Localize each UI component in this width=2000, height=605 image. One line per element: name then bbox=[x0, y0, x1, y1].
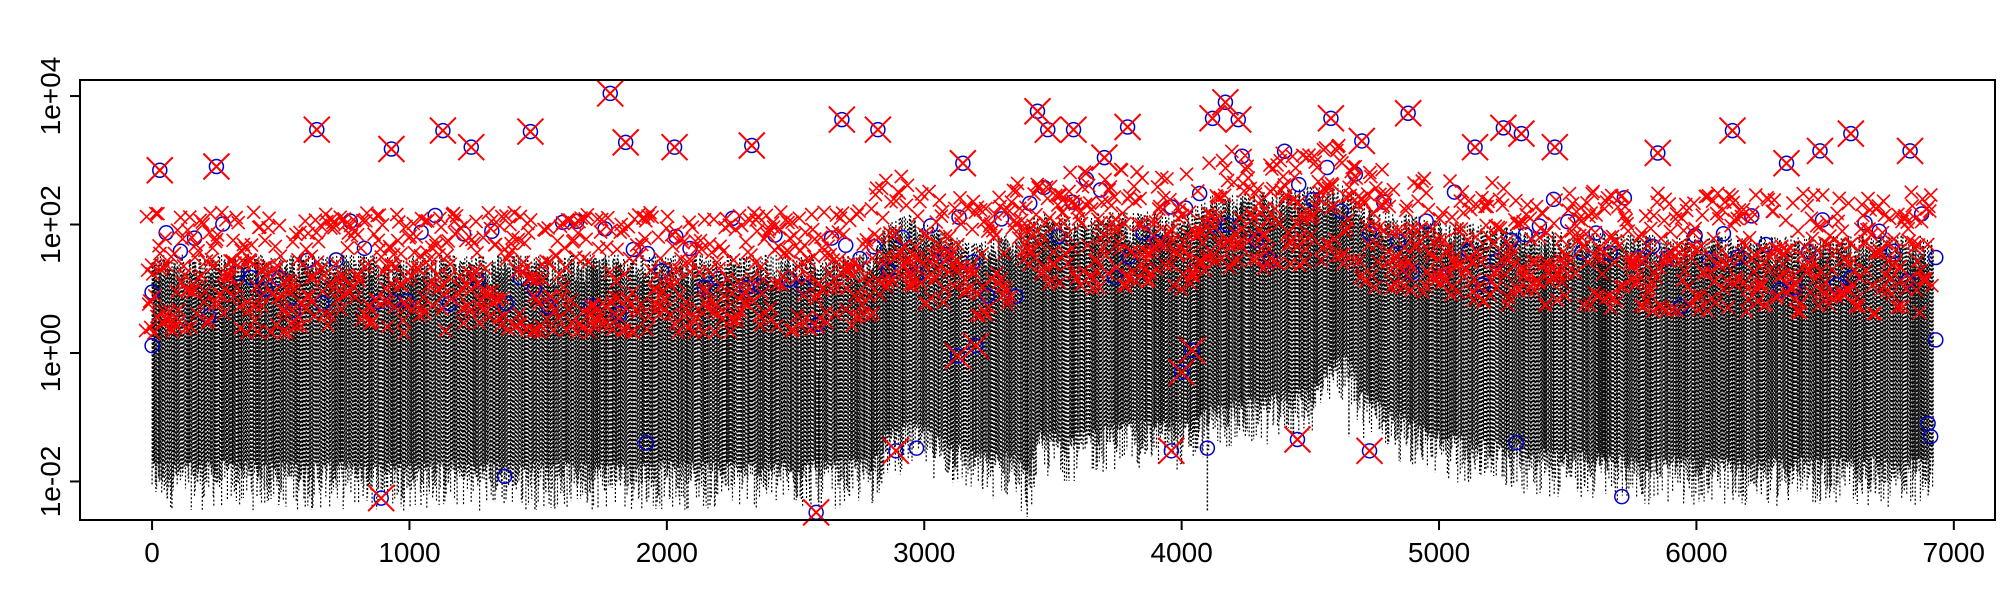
data-point-cross bbox=[1225, 107, 1251, 133]
data-point-cross bbox=[613, 129, 639, 155]
data-point-cross bbox=[1284, 427, 1310, 453]
data-point-cross bbox=[430, 118, 456, 144]
data-point-cross bbox=[1508, 121, 1534, 147]
y-tick-label: 1e-02 bbox=[35, 446, 66, 518]
data-point-cross bbox=[829, 107, 855, 133]
data-point-cross bbox=[1158, 438, 1184, 464]
data-point-cross bbox=[147, 157, 173, 183]
data-point-circle bbox=[839, 238, 853, 252]
x-tick-label: 1000 bbox=[378, 537, 440, 568]
x-tick-label: 5000 bbox=[1408, 537, 1470, 568]
y-tick-label: 1e+04 bbox=[35, 57, 66, 136]
x-tick-label: 7000 bbox=[1923, 537, 1985, 568]
data-point-circle bbox=[1447, 185, 1461, 199]
data-point-cross bbox=[1462, 134, 1488, 160]
data-point-cross bbox=[1719, 118, 1745, 144]
data-point-cross bbox=[739, 132, 765, 158]
data-point-cross bbox=[1897, 138, 1923, 164]
series-layer bbox=[139, 80, 1943, 525]
x-tick-label: 4000 bbox=[1150, 537, 1212, 568]
data-point-cross bbox=[1357, 438, 1383, 464]
data-point-cross bbox=[1091, 145, 1117, 171]
x-tick-label: 3000 bbox=[893, 537, 955, 568]
data-point-cross bbox=[950, 150, 976, 176]
data-point-cross bbox=[304, 117, 330, 143]
data-point-cross bbox=[1807, 138, 1833, 164]
data-point-circle bbox=[173, 244, 187, 258]
data-point-cross bbox=[378, 136, 404, 162]
data-point-cross bbox=[1774, 150, 1800, 176]
data-point-cross bbox=[883, 438, 909, 464]
data-point-cross bbox=[1490, 115, 1516, 141]
data-point-cross bbox=[662, 134, 688, 160]
data-point-cross bbox=[1395, 100, 1421, 126]
x-tick-label: 0 bbox=[144, 537, 160, 568]
x-tick-label: 2000 bbox=[636, 537, 698, 568]
data-point-circle bbox=[1547, 192, 1561, 206]
data-point-cross bbox=[1061, 117, 1087, 143]
data-point-circle bbox=[1615, 490, 1629, 504]
data-point-cross bbox=[1200, 105, 1226, 131]
data-point-cross bbox=[458, 134, 484, 160]
data-point-cross bbox=[597, 80, 623, 106]
data-point-cross bbox=[1318, 105, 1344, 131]
y-tick-label: 1e+02 bbox=[35, 185, 66, 264]
y-tick-label: 1e+00 bbox=[35, 314, 66, 393]
data-point-circle bbox=[1929, 333, 1943, 347]
data-point-cross bbox=[803, 499, 829, 525]
data-point-cross bbox=[1542, 134, 1568, 160]
data-point-cross bbox=[517, 119, 543, 145]
data-point-circle bbox=[1292, 178, 1306, 192]
data-point-cross bbox=[1115, 114, 1141, 140]
data-point-cross bbox=[1645, 140, 1671, 166]
data-point-cross bbox=[1838, 121, 1864, 147]
data-point-cross bbox=[865, 117, 891, 143]
data-point-cross bbox=[1349, 128, 1375, 154]
x-tick-label: 6000 bbox=[1665, 537, 1727, 568]
data-point-cross bbox=[203, 154, 229, 180]
data-point-cross bbox=[1212, 89, 1238, 115]
